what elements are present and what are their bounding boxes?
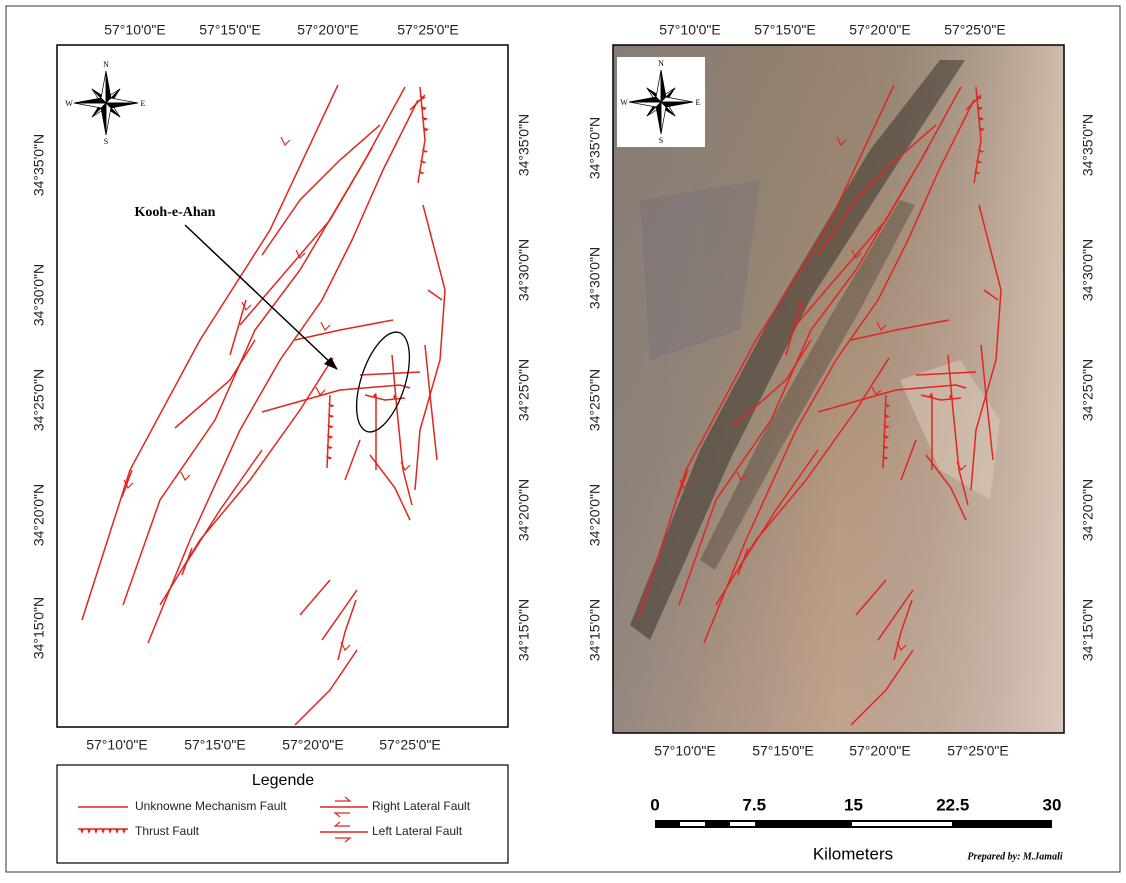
scale-bar-gap <box>852 822 952 826</box>
latitude-label: 34°30'0"N <box>516 239 532 301</box>
latitude-label: 34°35'0"N <box>1080 114 1096 176</box>
latitude-label: 34°30'0"N <box>587 247 603 309</box>
scale-label: 0 <box>650 795 659 814</box>
compass-letter: N <box>658 59 664 68</box>
longitude-label: 57°20'0"E <box>849 22 911 38</box>
longitude-label: 57°25'0"E <box>397 22 459 38</box>
longitude-label: 57°15'0"E <box>752 743 814 759</box>
longitude-label: 57°20'0"E <box>282 737 344 753</box>
longitude-label: 57°10'0"E <box>659 22 721 38</box>
longitude-label: 57°25'0"E <box>379 737 441 753</box>
longitude-label: 57°10'0"E <box>86 737 148 753</box>
credit: Prepared by: M.Jamali <box>967 851 1062 862</box>
latitude-label: 34°20'0"N <box>31 484 47 546</box>
legend-label: Thrust Fault <box>135 824 200 838</box>
latitude-label: 34°30'0"N <box>31 264 47 326</box>
latitude-label: 34°35'0"N <box>31 134 47 196</box>
left-map-frame <box>57 45 508 727</box>
scale-bar-gap <box>730 822 755 826</box>
latitude-label: 34°35'0"N <box>516 114 532 176</box>
latitude-label: 34°30'0"N <box>1080 239 1096 301</box>
longitude-label: 57°10'0"E <box>104 22 166 38</box>
latitude-label: 34°20'0"N <box>1080 479 1096 541</box>
latitude-label: 34°20'0"N <box>587 484 603 546</box>
compass-letter: N <box>103 60 109 69</box>
latitude-label: 34°15'0"N <box>31 597 47 659</box>
latitude-label: 34°25'0"N <box>516 359 532 421</box>
legend-title: Legende <box>252 772 314 789</box>
latitude-label: 34°15'0"N <box>516 599 532 661</box>
annotation: Kooh-e-Ahan <box>135 205 216 220</box>
compass-letter: E <box>141 99 146 108</box>
latitude-label: 34°35'0"N <box>587 117 603 179</box>
compass-letter: W <box>65 99 73 108</box>
latitude-label: 34°15'0"N <box>1080 599 1096 661</box>
scale-bar: 0 7.5 15 22.5 30 <box>650 795 1061 828</box>
scale-bar-gap <box>680 822 705 826</box>
longitude-label: 57°15'0"E <box>199 22 261 38</box>
scale-unit: Kilometers <box>813 844 893 863</box>
longitude-label: 57°10'0"E <box>654 743 716 759</box>
compass-letter: E <box>696 98 701 107</box>
latitude-label: 34°25'0"N <box>1080 359 1096 421</box>
longitude-label: 57°20'0"E <box>849 743 911 759</box>
latitude-label: 34°20'0"N <box>516 479 532 541</box>
satellite-image <box>613 45 1064 733</box>
scale-label: 7.5 <box>742 795 766 814</box>
latitude-label: 34°25'0"N <box>587 369 603 431</box>
compass-letter: S <box>104 137 108 146</box>
longitude-label: 57°15'0"E <box>754 22 816 38</box>
longitude-label: 57°25'0"E <box>947 743 1009 759</box>
longitude-label: 57°20'0"E <box>297 22 359 38</box>
latitude-label: 34°15'0"N <box>587 599 603 661</box>
legend-label: Unknowne Mechanism Fault <box>135 799 287 813</box>
legend-label: Right Lateral Fault <box>372 799 471 813</box>
longitude-label: 57°25'0"E <box>944 22 1006 38</box>
compass-letter: S <box>659 136 663 145</box>
longitude-label: 57°15'0"E <box>184 737 246 753</box>
legend-label: Left Lateral Fault <box>372 824 463 838</box>
compass-letter: W <box>620 98 628 107</box>
latitude-label: 34°25'0"N <box>31 369 47 431</box>
scale-label: 15 <box>844 795 863 814</box>
map-page: Kooh-e-Ahan Legende Unknowne Mechanism F… <box>0 0 1126 878</box>
scale-label: 22.5 <box>936 795 969 814</box>
scale-label: 30 <box>1043 795 1062 814</box>
